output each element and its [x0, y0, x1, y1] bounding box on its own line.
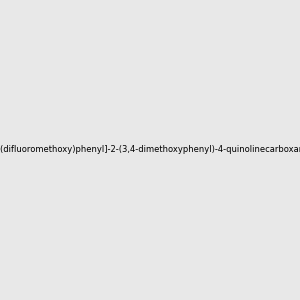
Text: N-[4-(difluoromethoxy)phenyl]-2-(3,4-dimethoxyphenyl)-4-quinolinecarboxamide: N-[4-(difluoromethoxy)phenyl]-2-(3,4-dim…	[0, 146, 300, 154]
